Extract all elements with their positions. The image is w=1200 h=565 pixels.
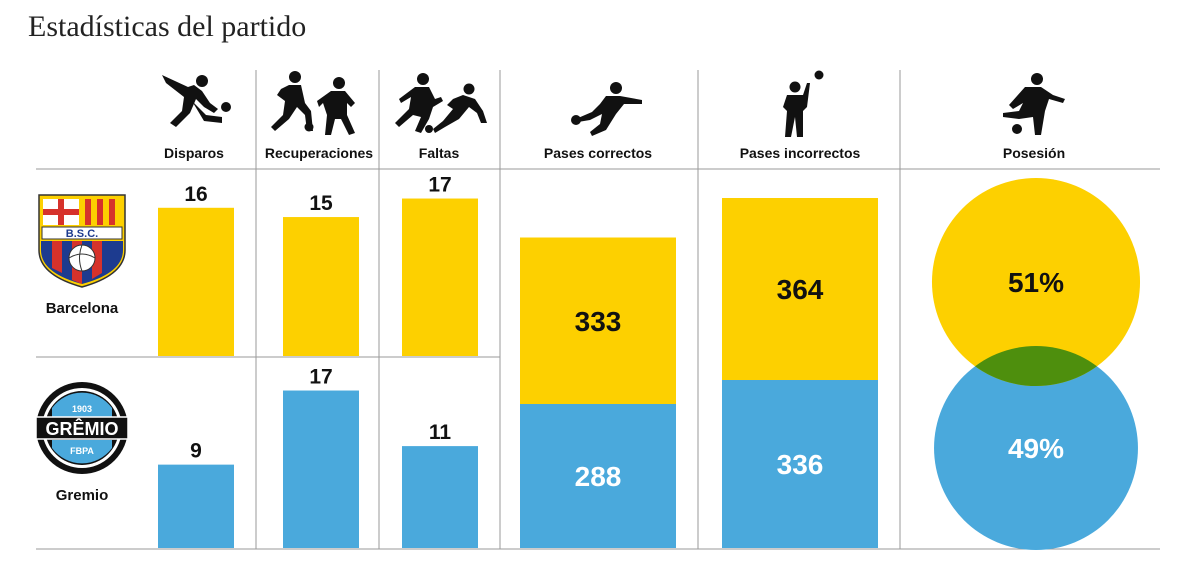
possession-label-barcelona: 51%	[1008, 267, 1064, 298]
value-label-faltas-barcelona: 17	[428, 174, 451, 197]
header-disparos: Disparos	[164, 145, 224, 161]
barcelona-badge: B.S.C.	[38, 194, 126, 288]
page-title: Estadísticas del partido	[28, 10, 307, 43]
bar-pases-incorrectos-barcelona	[722, 198, 878, 380]
value-label-recuperaciones-barcelona: 15	[309, 192, 333, 215]
header-pases-incorrectos: Pases incorrectos	[740, 145, 861, 161]
stacked-bars: 288 333 336 364	[520, 198, 878, 548]
bar-faltas-barcelona	[402, 198, 478, 356]
bar-disparos-gremio	[158, 464, 234, 548]
team-label-barcelona: Barcelona	[46, 300, 119, 317]
column-headers: Disparos Recuperaciones Faltas Pases cor…	[164, 145, 1065, 161]
team-label-gremio: Gremio	[56, 487, 109, 504]
dribbling-player-icon	[1003, 73, 1065, 135]
gremio-badge-sub: FBPA	[70, 446, 94, 456]
passing-player-icon	[571, 82, 642, 136]
value-label-pases-incorrectos-gremio: 336	[777, 449, 824, 480]
value-label-pases-correctos-barcelona: 333	[575, 306, 622, 337]
gremio-badge-year: 1903	[72, 404, 92, 414]
barcelona-badge-text: B.S.C.	[66, 228, 98, 240]
bar-pases-correctos-barcelona	[520, 237, 676, 404]
value-label-pases-incorrectos-barcelona: 364	[777, 274, 824, 305]
bar-faltas-gremio	[402, 446, 478, 548]
value-label-faltas-gremio: 11	[429, 421, 452, 444]
value-label-disparos-barcelona: 16	[184, 183, 207, 206]
bar-recuperaciones-barcelona	[283, 217, 359, 356]
header-recuperaciones: Recuperaciones	[265, 145, 373, 161]
gremio-badge-text: GRÊMIO	[45, 418, 118, 439]
bar-pases-incorrectos-gremio	[722, 380, 878, 548]
possession-circle-barcelona	[931, 177, 1141, 387]
bar-disparos-barcelona	[158, 207, 234, 356]
bar-pases-correctos-gremio	[520, 404, 676, 548]
shooting-player-icon	[162, 75, 231, 127]
header-posesion: Posesión	[1003, 145, 1065, 161]
grid-lines	[36, 70, 1160, 550]
value-label-disparos-gremio: 9	[190, 440, 202, 463]
value-label-recuperaciones-gremio: 17	[309, 366, 332, 389]
foul-players-icon	[395, 73, 487, 133]
bar-recuperaciones-gremio	[283, 390, 359, 548]
simple-bars: 16 9 15 17 17 11	[158, 174, 478, 548]
possession-circle-gremio	[934, 346, 1138, 550]
header-faltas: Faltas	[419, 145, 460, 161]
value-label-pases-correctos-gremio: 288	[575, 461, 622, 492]
possession-label-gremio: 49%	[1008, 433, 1064, 464]
tackling-players-icon	[271, 71, 355, 135]
heading-player-icon	[783, 70, 824, 137]
header-pases-correctos: Pases correctos	[544, 145, 652, 161]
gremio-badge: 1903 GRÊMIO FBPA	[35, 382, 129, 474]
possession-chart: 51% 49%	[931, 177, 1141, 550]
